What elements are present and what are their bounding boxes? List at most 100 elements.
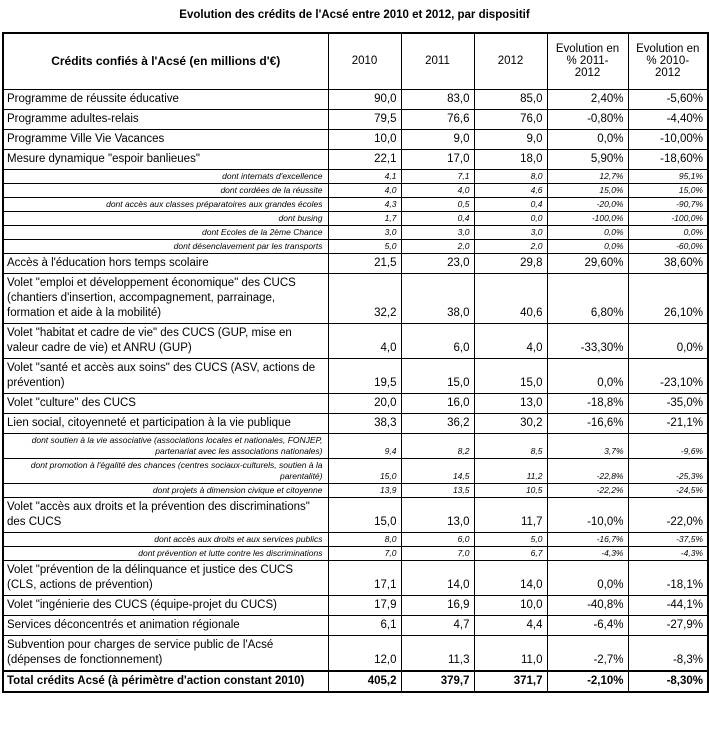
table-subrow: dont prévention et lutte contre les disc… xyxy=(2,545,709,561)
value-2011: 0,4 xyxy=(400,210,475,226)
value-2010: 79,5 xyxy=(327,108,402,130)
value-2010: 19,5 xyxy=(327,357,402,394)
value-2010: 4,0 xyxy=(327,182,402,198)
evolution-2011-2012: 2,40% xyxy=(546,88,629,110)
value-2011: 23,0 xyxy=(400,252,475,274)
evolution-2011-2012: -4,3% xyxy=(546,545,629,561)
value-2011: 0,5 xyxy=(400,196,475,212)
value-2012: 0,0 xyxy=(473,210,548,226)
value-2012: 29,8 xyxy=(473,252,548,274)
evolution-2011-2012: -40,8% xyxy=(546,594,629,616)
value-2011: 7,0 xyxy=(400,545,475,561)
row-label: Volet "culture" des CUCS xyxy=(2,392,329,414)
evolution-2011-2012: 0,0% xyxy=(546,128,629,150)
evolution-2010-2012: 26,10% xyxy=(627,272,709,324)
evolution-2011-2012: 6,80% xyxy=(546,272,629,324)
evolution-2011-2012: 15,0% xyxy=(546,182,629,198)
table-row: Volet "culture" des CUCS 20,0 16,0 13,0 -18,… xyxy=(2,392,709,414)
evolution-2011-2012: -2,10% xyxy=(546,669,629,692)
row-label: dont soutien à la vie associative (assoc… xyxy=(2,432,329,459)
evolution-2011-2012: 0,0% xyxy=(546,357,629,394)
row-label: Volet "santé et accès aux soins" des CUC… xyxy=(2,357,329,394)
evolution-2011-2012: -16,7% xyxy=(546,531,629,547)
value-2011: 16,9 xyxy=(400,594,475,616)
value-2012: 10,0 xyxy=(473,594,548,616)
value-2012: 8,0 xyxy=(473,168,548,184)
evolution-2010-2012: -18,60% xyxy=(627,148,709,170)
value-2012: 40,6 xyxy=(473,272,548,324)
value-2011: 4,0 xyxy=(400,182,475,198)
row-label: Mesure dynamique "espoir banlieues" xyxy=(2,148,329,170)
evolution-2011-2012: -100,0% xyxy=(546,210,629,226)
table-row: Volet "ingénierie des CUCS (équipe-proje… xyxy=(2,594,709,616)
value-2012: 6,7 xyxy=(473,545,548,561)
table-row: Accès à l'éducation hors temps scolaire 2… xyxy=(2,252,709,274)
table-subrow: dont projets à dimension civique et cito… xyxy=(2,482,709,498)
value-2010: 22,1 xyxy=(327,148,402,170)
value-2012: 18,0 xyxy=(473,148,548,170)
value-2011: 8,2 xyxy=(400,432,475,459)
table-body: Programme de réussite éducative 90,0 83,0 8… xyxy=(2,88,709,692)
table-row: Services déconcentrés et animation régio… xyxy=(2,614,709,636)
evolution-2011-2012: 3,7% xyxy=(546,432,629,459)
table-row: Lien social, citoyenneté et participatio… xyxy=(2,412,709,434)
value-2011: 14,5 xyxy=(400,457,475,484)
value-2012: 11,2 xyxy=(473,457,548,484)
value-2010: 15,0 xyxy=(327,457,402,484)
value-2010: 15,0 xyxy=(327,496,402,533)
row-label: Volet "prévention de la délinquance et j… xyxy=(2,559,329,596)
value-2010: 12,0 xyxy=(327,634,402,671)
value-2010: 32,2 xyxy=(327,272,402,324)
col-header-evolution-2010-2012: Evolution en % 2010- 2012 xyxy=(627,32,709,90)
evolution-2010-2012: -21,1% xyxy=(627,412,709,434)
evolution-2011-2012: 5,90% xyxy=(546,148,629,170)
value-2011: 7,1 xyxy=(400,168,475,184)
col-header-2010: 2010 xyxy=(327,32,402,90)
evolution-2011-2012: 0,0% xyxy=(546,559,629,596)
value-2011: 38,0 xyxy=(400,272,475,324)
evolution-2010-2012: -90,7% xyxy=(627,196,709,212)
evolution-2010-2012: -27,9% xyxy=(627,614,709,636)
table-subrow: dont accès aux droits et aux services pu… xyxy=(2,531,709,547)
table-subrow: dont soutien à la vie associative (assoc… xyxy=(2,432,709,459)
header-row: Crédits confiés à l'Acsé (en millions d'… xyxy=(2,32,709,90)
row-label: Volet "habitat et cadre de vie" des CUCS… xyxy=(2,322,329,359)
value-2012: 371,7 xyxy=(473,669,548,692)
value-2010: 38,3 xyxy=(327,412,402,434)
evolution-2011-2012: 0,0% xyxy=(546,224,629,240)
value-2010: 9,4 xyxy=(327,432,402,459)
col-header-credits: Crédits confiés à l'Acsé (en millions d'… xyxy=(2,32,329,90)
value-2010: 90,0 xyxy=(327,88,402,110)
value-2010: 17,9 xyxy=(327,594,402,616)
row-label: Subvention pour charges de service publi… xyxy=(2,634,329,671)
row-label: Total crédits Acsé (à périmètre d'action… xyxy=(2,669,329,692)
evolution-2011-2012: -22,2% xyxy=(546,482,629,498)
value-2010: 10,0 xyxy=(327,128,402,150)
table-row: Volet "santé et accès aux soins" des CUC… xyxy=(2,357,709,394)
evolution-2011-2012: 29,60% xyxy=(546,252,629,274)
evolution-2010-2012: 0,0% xyxy=(627,224,709,240)
evolution-2011-2012: -16,6% xyxy=(546,412,629,434)
row-label: Accès à l'éducation hors temps scolaire xyxy=(2,252,329,274)
col-header-2012: 2012 xyxy=(473,32,548,90)
table-total-row: Total crédits Acsé (à périmètre d'action… xyxy=(2,669,709,692)
col-header-2011: 2011 xyxy=(400,32,475,90)
row-label: dont Ecoles de la 2ème Chance xyxy=(2,224,329,240)
table-row: Mesure dynamique "espoir banlieues" 22,1 1… xyxy=(2,148,709,170)
evolution-2011-2012: -2,7% xyxy=(546,634,629,671)
value-2011: 2,0 xyxy=(400,238,475,254)
evolution-2010-2012: -8,3% xyxy=(627,634,709,671)
value-2010: 17,1 xyxy=(327,559,402,596)
table-subrow: dont busing 1,7 0,4 0,0 -100,0% -100,0% xyxy=(2,210,709,226)
row-label: Volet "accès aux droits et la prévention… xyxy=(2,496,329,533)
value-2010: 1,7 xyxy=(327,210,402,226)
row-label: dont désenclavement par les transports xyxy=(2,238,329,254)
value-2012: 9,0 xyxy=(473,128,548,150)
row-label: dont internats d'excellence xyxy=(2,168,329,184)
value-2010: 5,0 xyxy=(327,238,402,254)
table-row: Volet "prévention de la délinquance et j… xyxy=(2,559,709,596)
evolution-2010-2012: -8,30% xyxy=(627,669,709,692)
value-2010: 6,1 xyxy=(327,614,402,636)
value-2011: 83,0 xyxy=(400,88,475,110)
evolution-2010-2012: -5,60% xyxy=(627,88,709,110)
